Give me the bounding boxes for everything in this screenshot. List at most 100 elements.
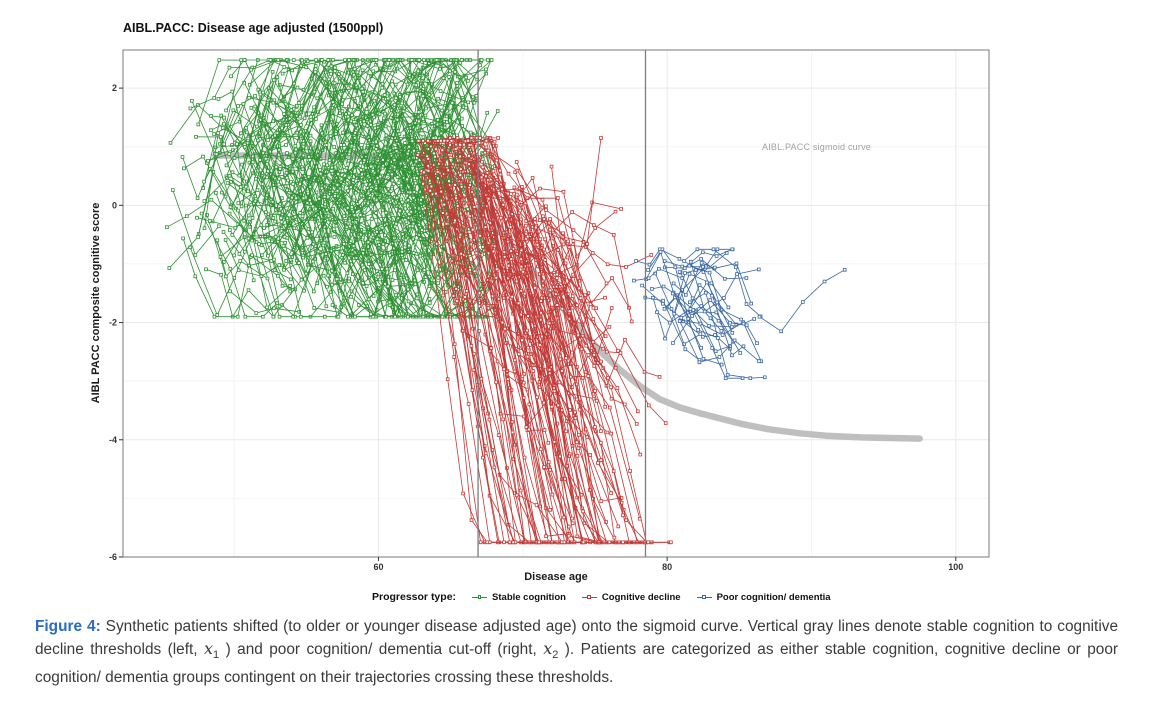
- math-x2-subscript: 2: [552, 649, 559, 662]
- trajectory-markers: [428, 189, 513, 545]
- trajectory-markers: [494, 144, 577, 545]
- trajectory-markers: [378, 277, 450, 319]
- trajectory-markers: [337, 140, 442, 198]
- trajectory-markers: [484, 174, 554, 545]
- trajectory-line: [485, 176, 553, 543]
- line-point-icon: [696, 593, 712, 602]
- trajectory-line: [286, 199, 340, 293]
- trajectory-line: [467, 162, 553, 495]
- figure-label: Figure 4:: [35, 618, 101, 635]
- trajectory-line: [368, 59, 457, 194]
- trajectory-markers: [453, 147, 513, 201]
- trajectory-markers: [282, 72, 341, 101]
- trajectory-markers: [544, 136, 603, 246]
- trajectory-line: [520, 188, 616, 258]
- trajectory-line: [542, 243, 652, 268]
- trajectory-line: [385, 212, 440, 318]
- math-x1-symbol: x: [204, 639, 214, 659]
- trajectory-line: [449, 145, 562, 543]
- trajectory-markers: [237, 227, 315, 264]
- trajectory-markers: [292, 133, 352, 164]
- trajectory-markers: [247, 58, 333, 119]
- trajectory-markers: [677, 247, 735, 274]
- trajectory-markers: [306, 121, 392, 196]
- trajectory-line: [692, 311, 743, 379]
- legend-title: Progressor type:: [372, 591, 457, 603]
- trajectory-markers: [554, 284, 672, 545]
- trajectory-markers: [440, 148, 516, 545]
- trajectory-line: [364, 159, 421, 217]
- x-tick-label: 80: [662, 562, 672, 572]
- trajectory-line: [507, 193, 615, 538]
- trajectory-line: [286, 58, 388, 188]
- trajectory-markers: [688, 290, 767, 380]
- trajectory-markers: [415, 58, 484, 92]
- trajectory-markers: [446, 153, 506, 545]
- trajectory-line: [486, 147, 545, 267]
- trajectory-markers: [671, 261, 753, 306]
- legend-item-label: Cognitive decline: [601, 591, 681, 603]
- trajectory-markers: [686, 283, 739, 327]
- trajectory-markers: [491, 169, 568, 434]
- trajectory-markers: [435, 170, 499, 308]
- trajectory-markers: [306, 202, 369, 319]
- trajectory-line: [672, 309, 731, 352]
- trajectory-markers: [512, 191, 607, 545]
- trajectory-line: [544, 239, 613, 368]
- trajectory-markers: [535, 242, 612, 545]
- trajectory-line: [374, 59, 475, 178]
- trajectory-markers: [277, 144, 327, 215]
- trajectory-line: [204, 78, 292, 202]
- trajectory-markers: [285, 198, 342, 294]
- trajectory-markers: [209, 114, 255, 164]
- trajectory-markers: [643, 295, 702, 362]
- trajectory-line: [255, 136, 372, 227]
- trajectory-markers: [468, 183, 539, 545]
- trajectory-line: [645, 297, 700, 361]
- trajectory-markers: [361, 114, 420, 172]
- trajectory-markers: [518, 251, 595, 332]
- trajectory-markers: [285, 94, 385, 212]
- trajectory-markers: [555, 239, 643, 457]
- trajectory-line: [647, 251, 741, 354]
- trajectory-markers: [328, 187, 387, 286]
- trajectory-line: [268, 159, 361, 313]
- trajectory-line: [350, 102, 470, 188]
- trajectory-markers: [480, 178, 552, 325]
- trajectory-markers: [422, 170, 512, 545]
- trajectory-line: [654, 273, 701, 345]
- trajectory-markers: [407, 243, 445, 319]
- trajectory-markers: [359, 168, 462, 319]
- trajectory-markers: [364, 58, 414, 111]
- trajectory-line: [545, 137, 602, 245]
- trajectory-markers: [212, 58, 260, 136]
- trajectory-markers: [260, 182, 293, 282]
- trajectory-markers: [250, 186, 340, 276]
- trajectory-markers: [403, 186, 468, 279]
- trajectory-markers: [325, 84, 435, 241]
- trajectory-line: [672, 293, 758, 344]
- trajectory-markers: [524, 223, 636, 545]
- trajectory-markers: [362, 158, 422, 218]
- trajectory-markers: [202, 70, 275, 230]
- trajectory-line: [433, 165, 488, 543]
- y-tick-label: -4: [109, 435, 117, 445]
- legend-item-label: Poor cognition/ dementia: [716, 591, 831, 603]
- trajectory-markers: [366, 197, 429, 266]
- trajectory-line: [286, 144, 390, 303]
- trajectory-markers: [205, 213, 270, 281]
- trajectory-markers: [223, 238, 281, 278]
- trajectory-line: [315, 245, 409, 318]
- trajectory-markers: [253, 104, 330, 278]
- trajectory-markers: [313, 176, 396, 241]
- trajectory-markers: [165, 198, 264, 247]
- group-poor-cognition-dementia: [632, 247, 767, 380]
- trajectory-markers: [228, 123, 303, 209]
- trajectory-markers: [536, 226, 627, 407]
- chart-title: AIBL.PACC: Disease age adjusted (1500ppl…: [123, 21, 384, 35]
- trajectory-markers: [442, 139, 571, 529]
- trajectory-markers: [471, 157, 558, 545]
- trajectory-markers: [196, 170, 256, 283]
- trajectory-markers: [484, 139, 566, 520]
- caption-text: Synthetic patients shifted (to older or …: [35, 618, 1118, 659]
